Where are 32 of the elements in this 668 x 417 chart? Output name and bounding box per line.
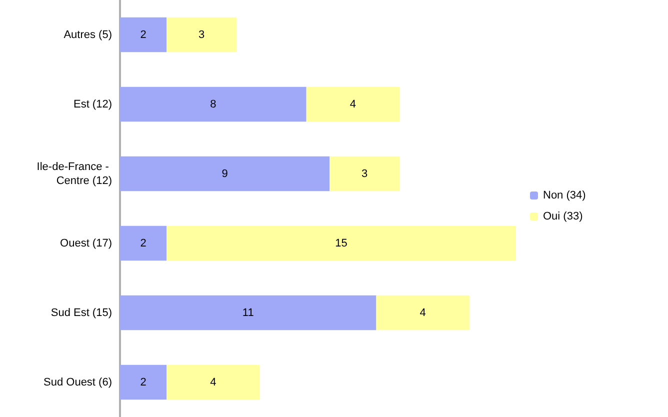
y-tick-label: Autres (5): [64, 28, 112, 41]
data-label: 4: [420, 306, 426, 319]
data-label: 2: [140, 376, 146, 388]
bar: [120, 226, 167, 261]
data-label: 11: [242, 306, 254, 319]
data-label: 8: [210, 98, 216, 110]
bar: [306, 86, 400, 122]
data-label: 2: [140, 28, 146, 41]
bar: [330, 156, 400, 192]
data-label: 2: [140, 237, 146, 250]
data-label: 4: [210, 376, 216, 388]
data-label: 3: [362, 168, 368, 180]
bar: [120, 17, 167, 52]
data-label: 3: [198, 28, 205, 41]
bar: [376, 295, 470, 330]
bar: [166, 17, 236, 52]
legend-label: Oui (33): [543, 210, 583, 222]
legend-label: Non (34): [543, 190, 586, 202]
data-label: 9: [222, 168, 228, 180]
y-tick-label: Est (12): [73, 98, 112, 110]
y-tick-label: Sud Est (15): [50, 306, 112, 319]
bar: [120, 156, 330, 192]
bar: [166, 364, 260, 400]
bar: [120, 295, 376, 330]
bar: [120, 86, 306, 122]
data-label: 4: [350, 98, 356, 110]
y-tick-label: Sud Ouest (6): [44, 376, 112, 388]
y-tick-label: Ouest (17): [60, 237, 112, 250]
bar: [166, 226, 516, 261]
data-label: 15: [335, 237, 348, 250]
bar: [120, 364, 167, 400]
y-tick-label: Ile-de-France - Centre (12): [36, 160, 112, 187]
